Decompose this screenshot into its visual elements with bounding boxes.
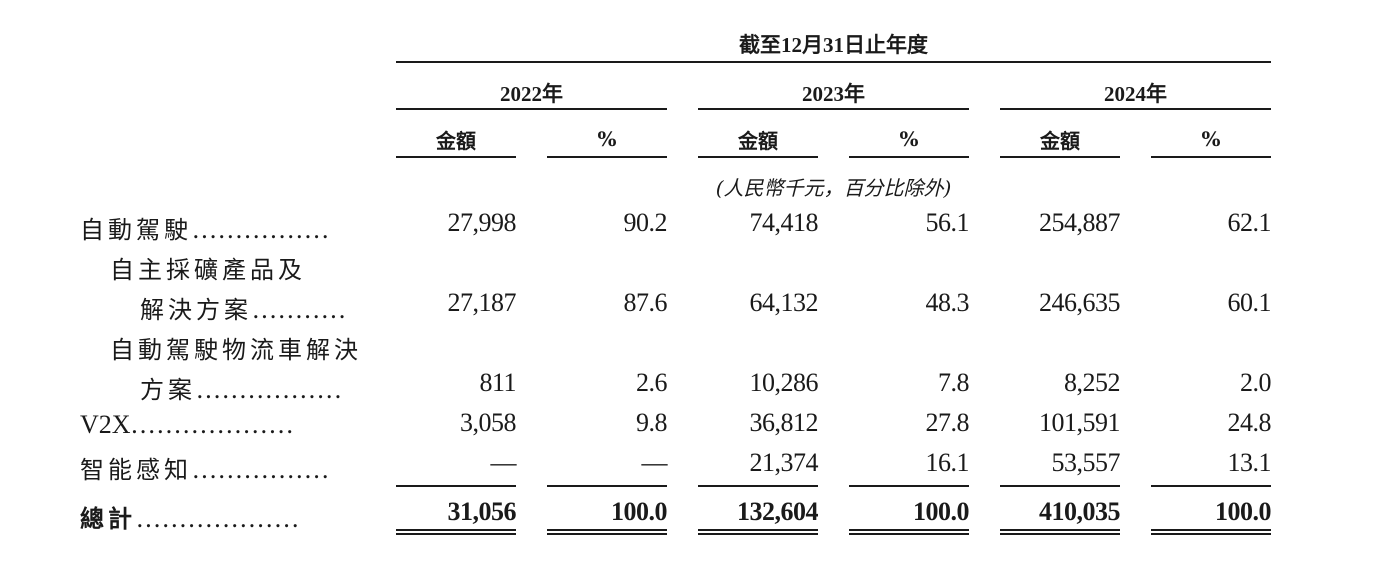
total-top-rule-5 <box>1000 485 1120 487</box>
col-amount-2024: 金額 <box>1040 129 1080 153</box>
cell-amount-2024: 246,635 <box>1039 288 1121 317</box>
total-amount-2023: 132,604 <box>737 497 819 526</box>
year-rule-2024 <box>1000 108 1271 110</box>
year-header-2024: 2024年 <box>1104 82 1167 106</box>
cell-amount-2024: 101,591 <box>1039 408 1121 437</box>
subhead-rule-5 <box>1000 156 1120 158</box>
subhead-rule-6 <box>1151 156 1271 158</box>
subhead-rule-3 <box>698 156 818 158</box>
total-pct-2023: 100.0 <box>913 497 970 526</box>
cell-pct-2023: 48.3 <box>925 288 970 317</box>
cell-amount-2022: 3,058 <box>460 408 517 437</box>
col-pct-2023: % <box>899 127 919 151</box>
total-top-rule-2 <box>547 485 667 487</box>
total-top-rule-3 <box>698 485 818 487</box>
subhead-rule-4 <box>849 156 969 158</box>
row-label: 自動駕駛物流車解決 <box>110 336 362 364</box>
cell-pct-2023: 16.1 <box>925 448 970 477</box>
cell-amount-2023: 74,418 <box>749 208 819 237</box>
subhead-rule-2 <box>547 156 667 158</box>
cell-pct-2022: 9.8 <box>636 408 668 437</box>
year-header-2023: 2023年 <box>802 82 865 106</box>
cell-amount-2022: — <box>490 448 517 477</box>
cell-pct-2023: 7.8 <box>938 368 970 397</box>
cell-amount-2023: 10,286 <box>749 368 819 397</box>
cell-pct-2022: 87.6 <box>623 288 668 317</box>
cell-pct-2024: 13.1 <box>1227 448 1272 477</box>
row-label: 解決方案........... <box>140 296 347 324</box>
cell-amount-2022: 811 <box>479 368 516 397</box>
cell-pct-2022: 2.6 <box>636 368 668 397</box>
year-rule-2022 <box>396 108 667 110</box>
cell-pct-2024: 24.8 <box>1227 408 1272 437</box>
total-double-rule-2 <box>547 529 667 535</box>
unit-note: (人民幣千元，百分比除外) <box>715 176 952 200</box>
cell-amount-2024: 8,252 <box>1064 368 1121 397</box>
row-label: 自主採礦產品及 <box>110 256 306 284</box>
total-double-rule-6 <box>1151 529 1271 535</box>
total-double-rule-5 <box>1000 529 1120 535</box>
total-label: 總計................... <box>80 504 300 533</box>
total-amount-2022: 31,056 <box>447 497 517 526</box>
period-header: 截至12月31日止年度 <box>739 33 928 57</box>
year-rule-2023 <box>698 108 969 110</box>
row-label: 智能感知................ <box>80 456 331 484</box>
period-rule <box>396 61 1271 63</box>
total-top-rule-4 <box>849 485 969 487</box>
row-label: 自動駕駛................ <box>80 216 331 244</box>
col-amount-2023: 金額 <box>738 129 778 153</box>
col-pct-2024: % <box>1201 127 1221 151</box>
cell-amount-2022: 27,998 <box>447 208 517 237</box>
cell-amount-2022: 27,187 <box>447 288 517 317</box>
total-amount-2024: 410,035 <box>1039 497 1121 526</box>
subhead-rule-1 <box>396 156 516 158</box>
cell-pct-2023: 56.1 <box>925 208 970 237</box>
total-double-rule-3 <box>698 529 818 535</box>
total-double-rule-4 <box>849 529 969 535</box>
cell-pct-2022: 90.2 <box>623 208 668 237</box>
total-top-rule-6 <box>1151 485 1271 487</box>
total-double-rule-1 <box>396 529 516 535</box>
cell-pct-2024: 2.0 <box>1240 368 1272 397</box>
total-top-rule-1 <box>396 485 516 487</box>
col-pct-2022: % <box>597 127 617 151</box>
cell-amount-2023: 21,374 <box>749 448 819 477</box>
cell-pct-2022: — <box>641 448 668 477</box>
total-pct-2022: 100.0 <box>611 497 668 526</box>
row-label: V2X................... <box>80 410 295 439</box>
cell-pct-2024: 60.1 <box>1227 288 1272 317</box>
cell-pct-2024: 62.1 <box>1227 208 1272 237</box>
cell-amount-2024: 53,557 <box>1051 448 1121 477</box>
col-amount-2022: 金額 <box>436 129 476 153</box>
row-label: 方案................. <box>140 376 343 404</box>
year-header-2022: 2022年 <box>500 82 563 106</box>
cell-amount-2023: 64,132 <box>749 288 819 317</box>
cell-pct-2023: 27.8 <box>925 408 970 437</box>
cell-amount-2023: 36,812 <box>749 408 819 437</box>
total-pct-2024: 100.0 <box>1215 497 1272 526</box>
cell-amount-2024: 254,887 <box>1039 208 1121 237</box>
